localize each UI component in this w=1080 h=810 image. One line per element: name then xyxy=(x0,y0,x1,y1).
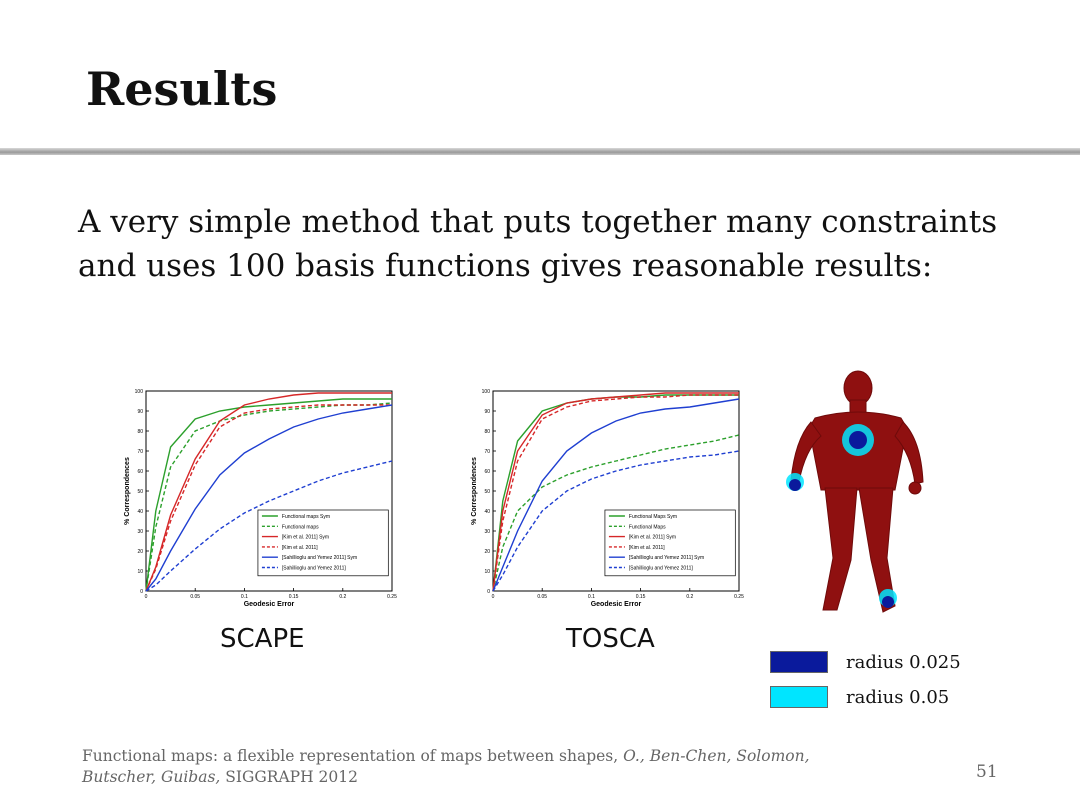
series-line-5 xyxy=(145,460,393,592)
scape-caption: SCAPE xyxy=(220,624,305,654)
series-line-5 xyxy=(492,450,740,592)
citation: Functional maps: a flexible representati… xyxy=(82,746,842,788)
legend-label-large: radius 0.05 xyxy=(846,686,950,708)
y-tick-label: 50 xyxy=(484,489,490,495)
citation-authors: O., Ben-Chen, Solomon, Butscher, Guibas, xyxy=(82,747,810,786)
y-tick-label: 10 xyxy=(484,569,490,575)
legend-entry: Functional Maps xyxy=(629,524,666,530)
legend-entry: [Sahillioglu and Yemez 2011] xyxy=(282,566,346,572)
series-line-2 xyxy=(492,392,739,592)
body-right-hand xyxy=(908,481,922,495)
legend-entry: [Sahillioglu and Yemez 2011] Sym xyxy=(629,555,704,561)
series-line-3 xyxy=(145,404,392,592)
tosca-caption: TOSCA xyxy=(566,624,655,654)
x-tick-label: 0.05 xyxy=(190,594,200,600)
x-tick-label: 0 xyxy=(145,594,148,600)
slide-title: Results xyxy=(86,62,278,116)
y-axis-label: % Correspondences xyxy=(471,457,478,525)
x-tick-label: 0.1 xyxy=(588,594,595,600)
foot-radius-025 xyxy=(882,596,894,608)
human-body-figure xyxy=(786,370,924,613)
y-tick-label: 100 xyxy=(135,389,144,395)
x-tick-label: 0 xyxy=(492,594,495,600)
y-tick-label: 90 xyxy=(137,409,143,415)
legend-entry: [Sahillioglu and Yemez 2011] xyxy=(629,566,693,572)
series-line-4 xyxy=(492,398,740,592)
y-tick-label: 10 xyxy=(137,569,143,575)
x-tick-label: 0.25 xyxy=(734,594,744,600)
x-tick-label: 0.05 xyxy=(537,594,547,600)
legend-entry: [Kim et al. 2011] Sym xyxy=(282,535,329,541)
legend-entry: Functional maps xyxy=(282,524,319,530)
y-tick-label: 70 xyxy=(484,449,490,455)
citation-venue: SIGGRAPH 2012 xyxy=(225,768,358,786)
y-tick-label: 80 xyxy=(137,429,143,435)
legend-radius-small: radius 0.025 xyxy=(770,651,961,673)
legend-entry: Functional maps Sym xyxy=(282,514,330,520)
body-left-leg xyxy=(822,487,858,611)
y-tick-label: 60 xyxy=(137,469,143,475)
x-tick-label: 0.15 xyxy=(636,594,646,600)
series-line-2 xyxy=(145,392,392,592)
y-tick-label: 0 xyxy=(140,589,143,595)
y-tick-label: 0 xyxy=(487,589,490,595)
legend-swatch-cyan xyxy=(770,686,828,708)
y-tick-label: 40 xyxy=(137,509,143,515)
x-tick-label: 0.15 xyxy=(289,594,299,600)
y-tick-label: 80 xyxy=(484,429,490,435)
tosca-chart: 0 10 20 30 40 50 60 70 80 90 100 0 0.05 0.1 0.15 0.2 0.2… xyxy=(467,385,744,608)
legend-label-small: radius 0.025 xyxy=(846,651,961,673)
x-axis-label: Geodesic Error xyxy=(591,601,642,608)
series-line-1 xyxy=(492,434,740,592)
legend-entry: Functional Maps Sym xyxy=(629,514,677,520)
y-tick-label: 20 xyxy=(484,549,490,555)
legend-swatch-dark-blue xyxy=(770,651,828,673)
slide-body-text: A very simple method that puts together … xyxy=(78,204,998,284)
chest-radius-025 xyxy=(849,431,867,449)
legend-box xyxy=(257,509,389,577)
y-tick-label: 60 xyxy=(484,469,490,475)
y-tick-label: 70 xyxy=(137,449,143,455)
citation-title: Functional maps: a flexible representati… xyxy=(82,747,619,765)
y-tick-label: 30 xyxy=(137,529,143,535)
x-axis-label: Geodesic Error xyxy=(244,601,295,608)
title-divider xyxy=(0,148,1080,155)
y-tick-label: 20 xyxy=(137,549,143,555)
legend-radius-large: radius 0.05 xyxy=(770,686,949,708)
scape-chart-svg: 0 10 20 30 40 50 60 70 80 90 100 0 0.05 0.1 0.15 0.2 0.2… xyxy=(124,389,397,608)
body-right-leg xyxy=(858,487,896,613)
series-line-0 xyxy=(145,398,392,592)
y-tick-label: 100 xyxy=(482,389,491,395)
y-tick-label: 50 xyxy=(137,489,143,495)
scape-chart: 0 10 20 30 40 50 60 70 80 90 100 0 0.05 0.1 0.15 0.2 0.2… xyxy=(120,385,397,608)
legend-entry: [Kim et al. 2011] xyxy=(629,545,665,551)
y-tick-label: 40 xyxy=(484,509,490,515)
legend-entry: [Sahillioglu and Yemez 2011] Sym xyxy=(282,555,357,561)
y-tick-label: 90 xyxy=(484,409,490,415)
tosca-chart-svg: 0 10 20 30 40 50 60 70 80 90 100 0 0.05 0.1 0.15 0.2 0.2… xyxy=(471,389,744,608)
x-tick-label: 0.1 xyxy=(241,594,248,600)
series-line-4 xyxy=(145,404,393,592)
legend-box xyxy=(604,509,736,577)
legend-entry: [Kim et al. 2011] Sym xyxy=(629,535,676,541)
x-tick-label: 0.25 xyxy=(387,594,397,600)
y-tick-label: 30 xyxy=(484,529,490,535)
hand-radius-025 xyxy=(789,479,801,491)
y-axis-label: % Correspondences xyxy=(124,457,131,525)
x-tick-label: 0.2 xyxy=(339,594,346,600)
page-number: 51 xyxy=(976,762,998,782)
x-tick-label: 0.2 xyxy=(686,594,693,600)
legend-entry: [Kim et al. 2011] xyxy=(282,545,318,551)
